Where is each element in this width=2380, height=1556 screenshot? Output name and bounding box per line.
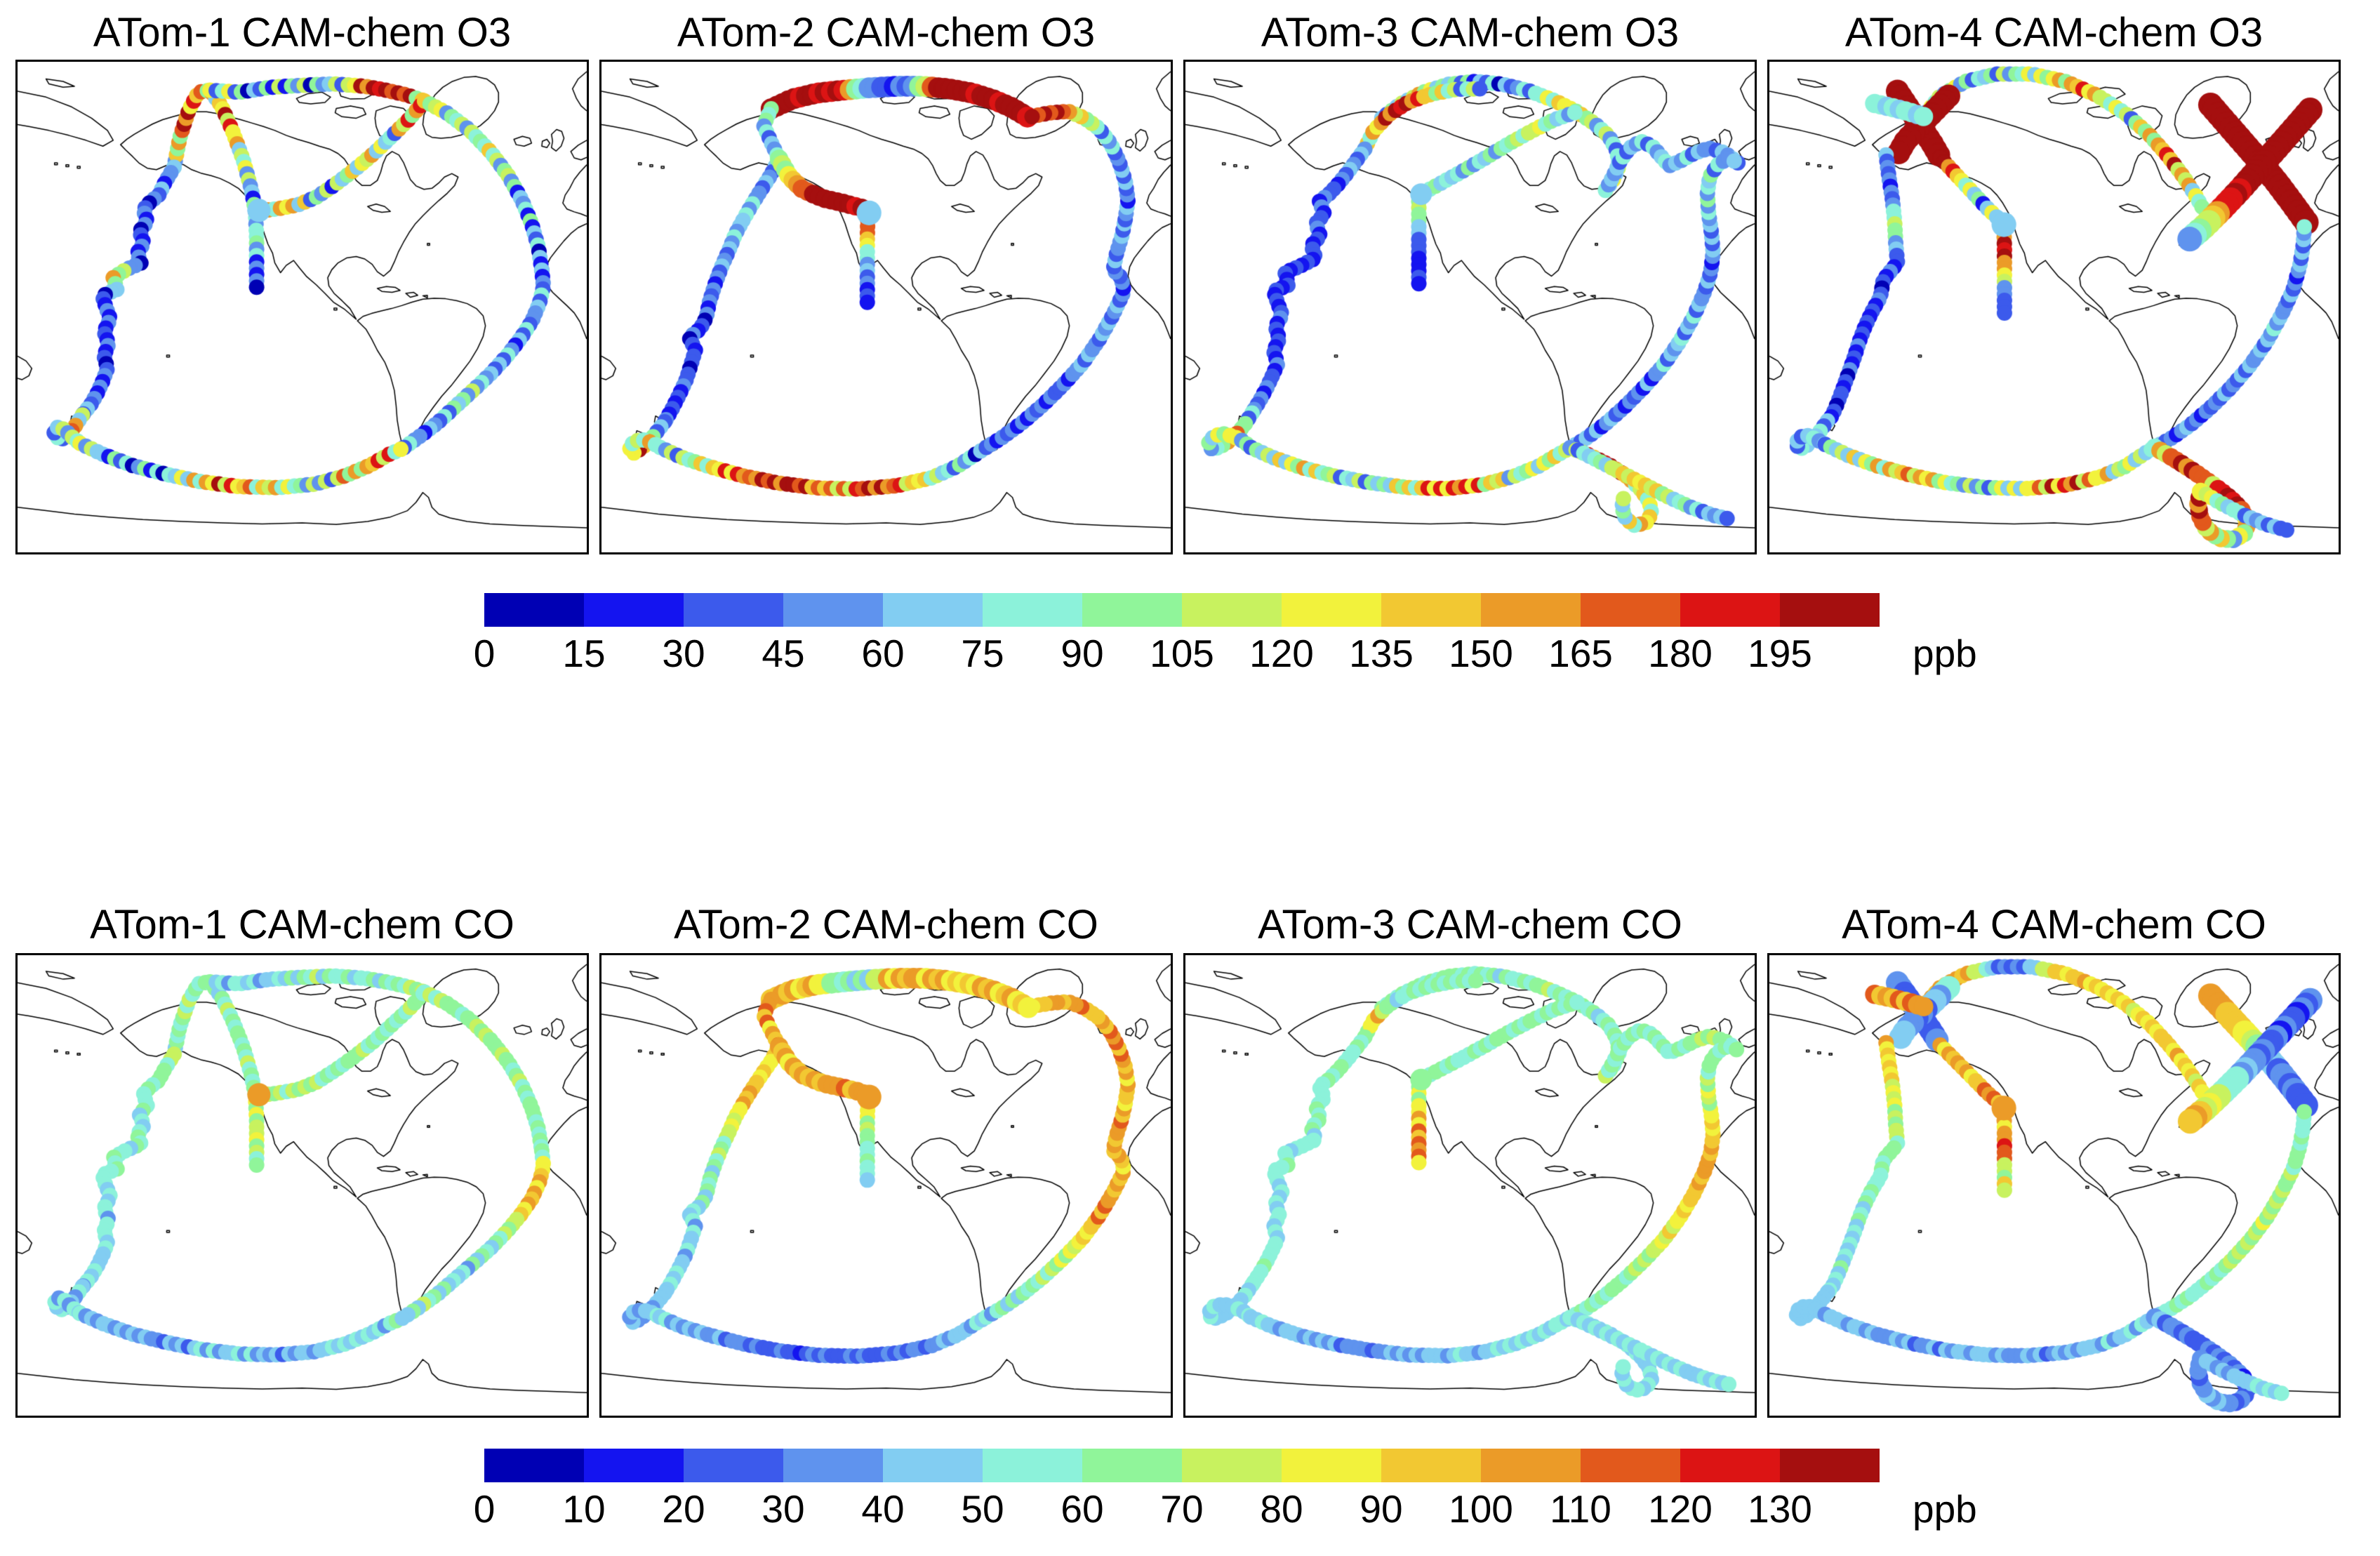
map-canvas-atom4-co	[1769, 955, 2339, 1416]
colorbar-o3-cells	[484, 593, 1880, 627]
colorbar-tick-label: 75	[961, 632, 1004, 675]
colorbar-cell	[1680, 1449, 1780, 1482]
colorbar-cell	[484, 593, 584, 627]
colorbar-cell	[1780, 1449, 1880, 1482]
colorbar-tick-label: 180	[1648, 632, 1713, 675]
map-canvas-atom3-o3	[1185, 62, 1755, 552]
colorbar-tick-label: 10	[562, 1487, 606, 1531]
map-canvas-atom2-co	[601, 955, 1171, 1416]
panel-title-atom2-o3: ATom-2 CAM-chem O3	[677, 10, 1096, 55]
map-panel-atom2-o3	[599, 60, 1173, 554]
colorbar-tick-label: 60	[861, 632, 905, 675]
colorbar-tick-label: 135	[1349, 632, 1414, 675]
colorbar-cell	[1381, 593, 1481, 627]
map-panel-atom1-co	[15, 953, 589, 1418]
colorbar-co: 0 10 20 30 40 50 60 70 80 90 100 110 120 130 ppb	[474, 1449, 2099, 1531]
colorbar-tick-label: 110	[1550, 1487, 1611, 1531]
colorbar-cell	[883, 593, 983, 627]
panel-title-atom2-co: ATom-2 CAM-chem CO	[674, 902, 1098, 947]
panel-title-atom4-o3: ATom-4 CAM-chem O3	[1844, 10, 2263, 55]
colorbar-tick-label: 195	[1748, 632, 1812, 675]
map-canvas-atom3-co	[1185, 955, 1755, 1416]
colorbar-tick-label: 120	[1648, 1487, 1713, 1531]
colorbar-tick-label: 90	[1061, 632, 1104, 675]
colorbar-tick-label: 120	[1249, 632, 1314, 675]
map-panel-atom3-co	[1183, 953, 1757, 1418]
colorbar-tick-label: 30	[762, 1487, 805, 1531]
colorbar-cell	[1381, 1449, 1481, 1482]
map-panel-atom4-co	[1767, 953, 2341, 1418]
colorbar-tick-label: 105	[1150, 632, 1214, 675]
colorbar-tick-label: 50	[961, 1487, 1004, 1531]
map-canvas-atom4-o3	[1769, 62, 2339, 552]
colorbar-tick-label: 40	[861, 1487, 905, 1531]
colorbar-tick-label: 70	[1160, 1487, 1204, 1531]
colorbar-co-cells	[484, 1449, 1880, 1482]
map-canvas-atom1-co	[18, 955, 587, 1416]
panel-title-atom3-o3: ATom-3 CAM-chem O3	[1261, 10, 1680, 55]
colorbar-tick-label: 150	[1449, 632, 1513, 675]
colorbar-cell	[1082, 1449, 1182, 1482]
colorbar-cell	[1780, 593, 1880, 627]
colorbar-cell	[983, 593, 1082, 627]
colorbar-co-tick-labels: 0 10 20 30 40 50 60 70 80 90 100 110 120 130	[474, 1487, 1958, 1531]
colorbar-cell	[883, 1449, 983, 1482]
colorbar-cell	[584, 1449, 684, 1482]
colorbar-cell	[1082, 593, 1182, 627]
colorbar-tick-label: 45	[762, 632, 805, 675]
colorbar-cell	[1581, 1449, 1680, 1482]
colorbar-tick-label: 130	[1748, 1487, 1812, 1531]
panel-title-atom4-co: ATom-4 CAM-chem CO	[1842, 902, 2266, 947]
colorbar-cell	[1182, 1449, 1282, 1482]
colorbar-o3-tick-labels: 0 15 30 45 60 75 90 105 120 135 150 165 180 195	[474, 631, 1958, 675]
map-panel-atom2-co	[599, 953, 1173, 1418]
colorbar-cell	[1282, 1449, 1381, 1482]
panel-title-atom1-co: ATom-1 CAM-chem CO	[90, 902, 514, 947]
map-canvas-atom1-o3	[18, 62, 587, 552]
colorbar-cell	[1680, 593, 1780, 627]
map-panel-atom3-o3	[1183, 60, 1757, 554]
colorbar-tick-label: 20	[662, 1487, 705, 1531]
colorbar-cell	[783, 593, 883, 627]
map-panel-atom1-o3	[15, 60, 589, 554]
colorbar-tick-label: 15	[562, 632, 606, 675]
panel-title-atom1-o3: ATom-1 CAM-chem O3	[93, 10, 512, 55]
colorbar-o3-unit-label: ppb	[1913, 632, 1977, 675]
colorbar-tick-label: 0	[473, 632, 496, 675]
map-panel-atom4-o3	[1767, 60, 2341, 554]
colorbar-cell	[684, 1449, 783, 1482]
colorbar-cell	[1481, 593, 1581, 627]
panel-title-atom3-co: ATom-3 CAM-chem CO	[1258, 902, 1682, 947]
colorbar-tick-label: 100	[1449, 1487, 1513, 1531]
colorbar-cell	[684, 593, 783, 627]
colorbar-cell	[1481, 1449, 1581, 1482]
colorbar-cell	[1182, 593, 1282, 627]
colorbar-tick-label: 60	[1061, 1487, 1104, 1531]
colorbar-cell	[1581, 593, 1680, 627]
colorbar-cell	[783, 1449, 883, 1482]
colorbar-cell	[484, 1449, 584, 1482]
map-canvas-atom2-o3	[601, 62, 1171, 552]
colorbar-tick-label: 90	[1359, 1487, 1403, 1531]
colorbar-o3: 0 15 30 45 60 75 90 105 120 135 150 165 180 195 ppb	[474, 593, 2099, 675]
colorbar-co-unit-label: ppb	[1913, 1487, 1977, 1531]
colorbar-tick-label: 0	[473, 1487, 496, 1531]
colorbar-cell	[584, 593, 684, 627]
colorbar-cell	[1282, 593, 1381, 627]
colorbar-cell	[983, 1449, 1082, 1482]
colorbar-tick-label: 30	[662, 632, 705, 675]
colorbar-tick-label: 165	[1548, 632, 1613, 675]
colorbar-tick-label: 80	[1260, 1487, 1303, 1531]
